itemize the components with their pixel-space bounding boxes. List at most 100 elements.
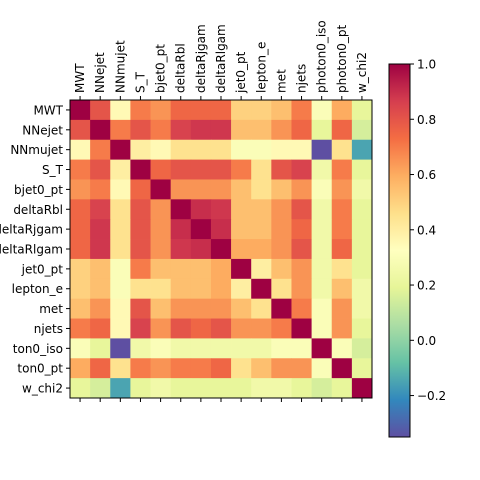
heatmap-cell <box>190 219 212 240</box>
heatmap-cell <box>210 318 232 339</box>
heatmap-cell <box>70 239 91 260</box>
heatmap-cell <box>231 358 252 379</box>
heatmap-cell <box>311 139 333 160</box>
heatmap-cell <box>70 219 91 240</box>
heatmap-cell <box>231 298 252 319</box>
heatmap-cell <box>271 258 292 280</box>
heatmap-cell <box>90 179 111 200</box>
x-tick-label: bjet0_pt <box>154 44 168 93</box>
colorbar-ticks: 1.0 0.8 0.6 0.4 0.2 0.0 −0.2 <box>410 58 446 403</box>
heatmap-cell <box>210 139 232 160</box>
heatmap-cell <box>70 318 91 339</box>
heatmap-cell <box>170 318 192 339</box>
heatmap-cell <box>271 278 292 300</box>
heatmap-cell <box>130 298 151 319</box>
heatmap-cell <box>70 258 91 280</box>
heatmap-cell <box>130 278 151 300</box>
heatmap-cell <box>331 258 353 280</box>
heatmap-cell <box>90 378 111 399</box>
heatmap-cell <box>70 159 91 180</box>
heatmap-cell <box>351 318 373 339</box>
heatmap-cell <box>210 179 232 200</box>
x-tick-label: njets <box>295 64 309 93</box>
heatmap-cell <box>251 219 272 240</box>
y-tick-label: lepton_e <box>12 282 63 296</box>
heatmap-cell <box>130 179 151 200</box>
heatmap-cell <box>331 199 353 220</box>
x-axis-ticks: MWT NNejet NNmujet S_T bjet0_pt deltaRbl delta… <box>73 20 369 402</box>
heatmap-cell <box>291 278 312 300</box>
heatmap-cell <box>210 298 232 319</box>
heatmap-cell <box>210 100 232 121</box>
heatmap-cell <box>170 199 192 220</box>
heatmap-cell <box>271 139 292 160</box>
heatmap-cell <box>170 139 192 160</box>
heatmap-cell <box>110 139 131 160</box>
heatmap-cell <box>291 219 312 240</box>
heatmap-cell <box>231 119 252 141</box>
y-tick-label: deltaRjgam <box>0 223 63 237</box>
heatmap-cell <box>150 199 172 220</box>
heatmap-cell <box>150 119 172 141</box>
heatmap-cell <box>130 139 151 160</box>
heatmap-cell <box>150 159 172 180</box>
heatmap-cell <box>70 358 91 379</box>
heatmap-cell <box>130 358 151 379</box>
heatmap-cell <box>251 318 272 339</box>
heatmap-cell <box>170 119 192 141</box>
heatmap-cell <box>251 199 272 220</box>
heatmap-cell <box>271 298 292 319</box>
heatmap-cell <box>291 119 312 141</box>
heatmap-cell <box>210 338 232 359</box>
heatmap-cell <box>130 318 151 339</box>
heatmap-cell <box>110 298 131 319</box>
heatmap-cell <box>190 100 212 121</box>
heatmap-cells <box>70 100 373 399</box>
heatmap-cell <box>170 179 192 200</box>
heatmap-cell <box>190 139 212 160</box>
heatmap-cell <box>90 139 111 160</box>
colorbar-tick-label: 1.0 <box>417 58 436 72</box>
colorbar-tick-label: 0.4 <box>417 223 436 237</box>
colorbar-tick-label: 0.2 <box>417 279 436 293</box>
heatmap-cell <box>351 100 373 121</box>
heatmap-cell <box>231 139 252 160</box>
heatmap-cell <box>130 378 151 399</box>
heatmap-cell <box>331 239 353 260</box>
heatmap-cell <box>351 199 373 220</box>
heatmap-cell <box>231 100 252 121</box>
heatmap-cell <box>291 239 312 260</box>
y-tick-label: w_chi2 <box>22 382 63 396</box>
heatmap-cell <box>351 159 373 180</box>
heatmap-cell <box>331 278 353 300</box>
x-tick-label: NNmujet <box>113 40 127 93</box>
y-tick-label: deltaRbl <box>13 203 63 217</box>
heatmap-cell <box>251 119 272 141</box>
heatmap-cell <box>150 139 172 160</box>
heatmap-cell <box>190 119 212 141</box>
heatmap-cell <box>70 100 91 121</box>
heatmap-cell <box>291 199 312 220</box>
heatmap-cell <box>150 318 172 339</box>
heatmap-cell <box>70 199 91 220</box>
heatmap-cell <box>311 378 333 399</box>
heatmap-cell <box>190 239 212 260</box>
heatmap-cell <box>231 278 252 300</box>
heatmap-cell <box>271 100 292 121</box>
heatmap-cell <box>70 338 91 359</box>
heatmap-cell <box>291 318 312 339</box>
heatmap-cell <box>110 239 131 260</box>
y-tick-label: NNmujet <box>10 143 63 157</box>
heatmap-cell <box>251 278 272 300</box>
heatmap-cell <box>170 358 192 379</box>
heatmap-cell <box>351 258 373 280</box>
heatmap-cell <box>210 278 232 300</box>
heatmap-cell <box>251 258 272 280</box>
colorbar <box>388 63 411 438</box>
heatmap-cell <box>150 100 172 121</box>
heatmap-cell <box>311 179 333 200</box>
heatmap-cell <box>190 338 212 359</box>
heatmap-cell <box>311 298 333 319</box>
heatmap-cell <box>190 199 212 220</box>
heatmap-cell <box>90 199 111 220</box>
